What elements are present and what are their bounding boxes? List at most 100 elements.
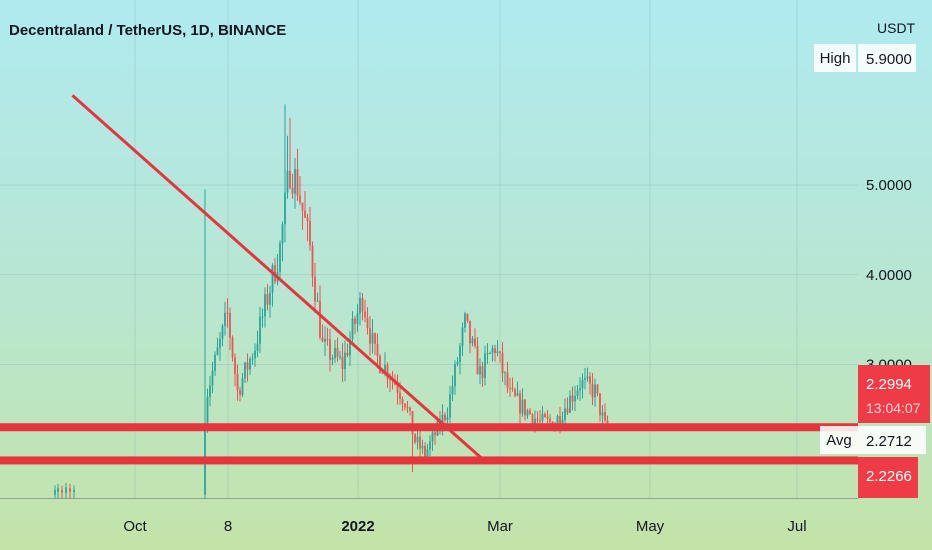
candle-body (379, 355, 381, 373)
candle-body (491, 348, 494, 354)
candle-body (314, 276, 316, 302)
support-level-line (0, 423, 858, 432)
candle-body (441, 414, 444, 428)
candle-body (521, 399, 524, 414)
candle-body (249, 358, 251, 370)
candle-body (211, 370, 214, 386)
candle-body (261, 316, 264, 318)
candle-body (501, 353, 504, 374)
avg-label-box (820, 426, 858, 454)
candle-body (294, 169, 296, 194)
candle-body (241, 378, 244, 395)
candle-body (586, 376, 589, 379)
candle-body (239, 390, 241, 395)
candle-body (556, 416, 559, 426)
candle-body (446, 417, 449, 421)
candle-body (489, 353, 491, 355)
candle-body (564, 408, 566, 420)
candle-body (389, 379, 391, 381)
candle-body (481, 366, 484, 378)
candle-body (584, 378, 586, 380)
horizontal-levels (0, 423, 858, 465)
avg-label: Avg (826, 432, 852, 449)
candle-body (601, 412, 604, 416)
candle-body (291, 187, 294, 194)
candle-body (399, 392, 401, 399)
high-label: High (820, 50, 851, 67)
candle-body (219, 338, 221, 348)
candle-body (311, 245, 314, 277)
candle-body (271, 265, 274, 293)
high-label-box (814, 44, 856, 72)
candle-body (361, 297, 364, 312)
candle-body (579, 387, 581, 391)
candle-body (596, 384, 599, 394)
x-tick-label: 8 (224, 518, 232, 535)
candle-body (461, 327, 464, 347)
candle-body (69, 488, 71, 492)
candle-body (541, 413, 544, 421)
candle-body (334, 348, 336, 359)
candle-body (304, 210, 306, 218)
candle-body (506, 372, 509, 388)
candle-body (499, 351, 501, 354)
candle-body (73, 490, 75, 492)
candle-body (376, 343, 379, 356)
candle-body (301, 202, 304, 211)
x-tick-label: 2022 (341, 518, 374, 535)
candle-body (494, 348, 496, 353)
grid-lines (0, 0, 858, 498)
candle-body (224, 312, 226, 326)
candle-body (581, 379, 584, 388)
support-level-line (0, 456, 858, 465)
candle-body (429, 441, 431, 450)
candle-body (299, 195, 301, 203)
candle-body (504, 372, 506, 374)
candle-body (306, 217, 309, 221)
candle-body (529, 410, 531, 415)
candle-body (356, 313, 359, 324)
candle-body (421, 445, 424, 449)
candle-body (516, 393, 519, 396)
candle-body (539, 420, 541, 422)
candle-body (296, 169, 299, 196)
candle-body (254, 350, 256, 359)
candle-body (229, 312, 231, 338)
candle-body (256, 343, 259, 351)
candle-body (384, 364, 386, 374)
candle-body (459, 346, 461, 363)
avg-value: 2.2712 (866, 433, 912, 450)
candle-body (426, 449, 429, 457)
candle-body (466, 313, 469, 321)
candle-body (574, 395, 576, 402)
candle-body (61, 490, 63, 493)
candle-body (371, 332, 374, 344)
candle-body (434, 432, 436, 436)
candle-body (316, 300, 319, 302)
candle-body (571, 395, 574, 402)
candle-body (424, 445, 426, 457)
candle-body (464, 313, 466, 328)
candle-body (341, 356, 344, 370)
candle-body (309, 220, 311, 246)
candle-body (546, 417, 549, 419)
level-value: 2.2266 (866, 468, 912, 485)
candle-body (454, 364, 456, 387)
candle-body (474, 338, 476, 346)
candle-body (401, 398, 404, 404)
candle-body (404, 403, 406, 408)
candle-body (329, 339, 331, 360)
candle-body (349, 339, 351, 356)
candle-body (386, 364, 389, 380)
candle-body (346, 352, 349, 356)
x-tick-label: Oct (123, 518, 147, 535)
candle-body (396, 384, 399, 393)
candle-body (279, 243, 281, 272)
candle-body (486, 353, 489, 355)
candle-body (284, 192, 286, 225)
candle-body (589, 376, 591, 384)
candle-body (289, 170, 291, 188)
candle-body (281, 224, 284, 244)
